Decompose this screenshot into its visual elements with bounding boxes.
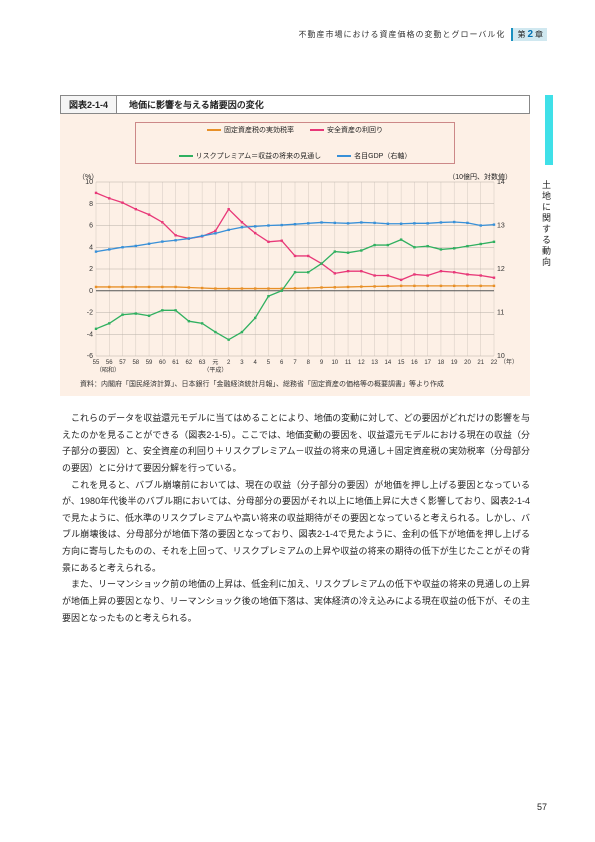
svg-text:59: 59 <box>146 360 153 366</box>
svg-text:（昭和）: （昭和） <box>96 366 120 374</box>
legend-item: 安全資産の利回り <box>310 125 383 135</box>
svg-text:60: 60 <box>159 360 166 366</box>
paragraph-2: これを見ると、バブル崩壊前においては、現在の収益（分子部分の要因）が地価を押し上… <box>62 477 530 577</box>
svg-text:-2: -2 <box>87 310 93 317</box>
svg-text:11: 11 <box>345 360 352 366</box>
svg-text:20: 20 <box>464 360 471 366</box>
svg-text:17: 17 <box>424 360 431 366</box>
svg-text:元: 元 <box>212 359 218 366</box>
svg-text:（平成）: （平成） <box>203 366 227 374</box>
svg-text:8: 8 <box>89 201 93 208</box>
svg-text:14: 14 <box>497 179 505 186</box>
svg-text:55: 55 <box>93 360 100 366</box>
svg-text:63: 63 <box>199 360 206 366</box>
chart-plot-area: （%） （10億円、対数値） -6-4-20246810101112131455… <box>70 170 520 378</box>
svg-text:4: 4 <box>89 244 93 251</box>
page-number: 57 <box>537 802 547 812</box>
figure-title: 地価に影響を与える諸要因の変化 <box>117 96 529 113</box>
legend-item: 固定資産税の実効税率 <box>207 125 294 135</box>
svg-text:18: 18 <box>438 360 445 366</box>
svg-text:10: 10 <box>85 179 93 186</box>
svg-text:2: 2 <box>227 360 231 366</box>
header-title: 不動産市場における資産価格の変動とグローバル化 <box>299 29 506 40</box>
chart-box: 固定資産税の実効税率 安全資産の利回りリスクプレミアム＝収益の将来の見通し 名目GD… <box>60 114 530 396</box>
svg-text:57: 57 <box>119 360 126 366</box>
paragraph-3: また、リーマンショック前の地価の上昇は、低金利に加え、リスクプレミアムの低下や収… <box>62 576 530 626</box>
svg-text:-4: -4 <box>87 331 93 338</box>
svg-text:19: 19 <box>451 360 458 366</box>
svg-text:7: 7 <box>293 360 297 366</box>
svg-text:（年）: （年） <box>500 358 518 366</box>
legend-swatch <box>310 129 324 131</box>
chapter-badge: 第 2 章 <box>511 28 547 41</box>
legend-label: 安全資産の利回り <box>327 125 383 135</box>
svg-text:12: 12 <box>358 360 365 366</box>
svg-text:0: 0 <box>89 288 93 295</box>
legend-label: 名目GDP（右軸） <box>354 151 411 161</box>
svg-text:58: 58 <box>132 360 139 366</box>
svg-text:2: 2 <box>89 266 93 273</box>
svg-text:8: 8 <box>307 360 311 366</box>
legend-item: 名目GDP（右軸） <box>337 151 411 161</box>
legend-swatch <box>179 155 193 157</box>
svg-text:6: 6 <box>280 360 284 366</box>
svg-text:15: 15 <box>398 360 405 366</box>
chart-svg: -6-4-20246810101112131455565758596061626… <box>70 170 520 378</box>
legend-swatch <box>207 129 221 131</box>
svg-text:21: 21 <box>477 360 484 366</box>
svg-text:-6: -6 <box>87 353 93 360</box>
chart-legend: 固定資産税の実効税率 安全資産の利回りリスクプレミアム＝収益の将来の見通し 名目GD… <box>135 122 455 164</box>
svg-text:22: 22 <box>491 360 498 366</box>
svg-text:6: 6 <box>89 223 93 230</box>
legend-swatch <box>337 155 351 157</box>
side-tab <box>545 95 553 165</box>
svg-text:12: 12 <box>497 266 505 273</box>
page-header: 不動産市場における資産価格の変動とグローバル化 第 2 章 <box>299 28 547 41</box>
svg-text:5: 5 <box>267 360 271 366</box>
svg-text:4: 4 <box>254 360 258 366</box>
side-section-label: 土地に関する動向 <box>540 180 553 268</box>
svg-text:10: 10 <box>497 353 505 360</box>
chart-source: 資料：内閣府「国民経済計算」、日本銀行「金融経済統計月報」、総務省「固定資産の価… <box>70 378 520 392</box>
svg-text:9: 9 <box>320 360 324 366</box>
figure-title-row: 図表2-1-4 地価に影響を与える諸要因の変化 <box>60 95 530 114</box>
svg-text:13: 13 <box>497 223 505 230</box>
svg-text:56: 56 <box>106 360 113 366</box>
legend-label: 固定資産税の実効税率 <box>224 125 294 135</box>
svg-text:16: 16 <box>411 360 418 366</box>
svg-text:62: 62 <box>186 360 193 366</box>
figure-number: 図表2-1-4 <box>61 96 117 113</box>
svg-text:10: 10 <box>331 360 338 366</box>
body-text: これらのデータを収益還元モデルに当てはめることにより、地価の変動に対して、どの要… <box>62 410 530 626</box>
svg-text:61: 61 <box>172 360 179 366</box>
legend-item: リスクプレミアム＝収益の将来の見通し <box>179 151 322 161</box>
legend-label: リスクプレミアム＝収益の将来の見通し <box>196 151 322 161</box>
paragraph-1: これらのデータを収益還元モデルに当てはめることにより、地価の変動に対して、どの要… <box>62 410 530 477</box>
svg-text:14: 14 <box>385 360 392 366</box>
svg-text:13: 13 <box>371 360 378 366</box>
svg-text:11: 11 <box>497 310 504 317</box>
svg-text:3: 3 <box>240 360 244 366</box>
figure-2-1-4: 図表2-1-4 地価に影響を与える諸要因の変化 固定資産税の実効税率 安全資産の利… <box>60 95 530 396</box>
